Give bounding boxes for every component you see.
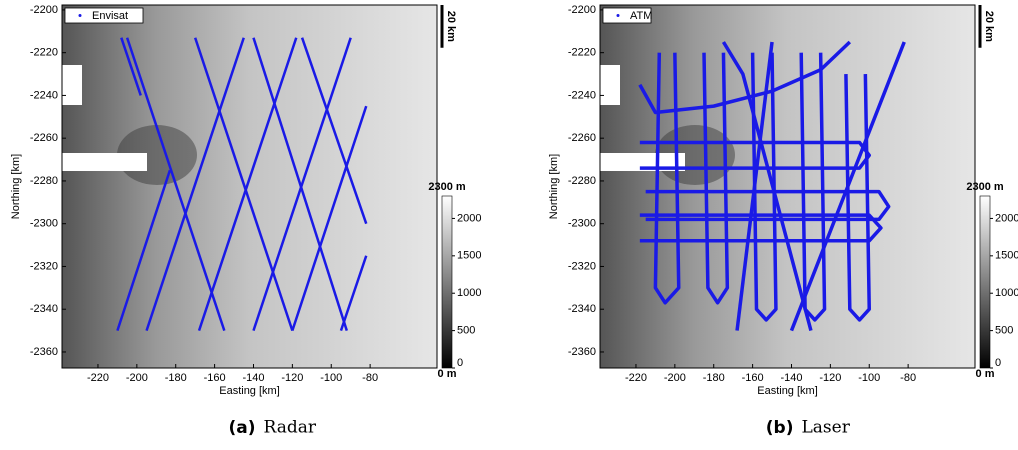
legend-marker	[617, 14, 620, 17]
x-tick-label: -180	[165, 372, 187, 384]
caption-tag: (b)	[766, 418, 794, 438]
x-tick-label: -140	[242, 372, 264, 384]
x-tick-label: -140	[780, 372, 802, 384]
y-tick-label: -2300	[30, 218, 58, 230]
scale-bar-label: 20 km	[983, 11, 995, 42]
caption: Radar	[264, 418, 317, 438]
colorbar-tick-label: 500	[457, 325, 475, 337]
y-axis-label: Northing [km]	[548, 154, 560, 219]
x-tick-label: -160	[204, 372, 226, 384]
colorbar-tick-label: 2000	[457, 212, 481, 224]
legend-marker	[79, 14, 82, 17]
legend-label: ATM	[630, 10, 652, 22]
y-tick-label: -2340	[568, 303, 596, 315]
y-tick-label: -2280	[568, 175, 596, 187]
colorbar-end-label: 0 m	[976, 368, 995, 380]
x-tick-label: -200	[664, 372, 686, 384]
y-tick-label: -2240	[568, 89, 596, 101]
y-tick-label: -2220	[568, 47, 596, 59]
colorbar	[980, 196, 990, 368]
y-tick-label: -2300	[568, 218, 596, 230]
colorbar-end-label: 2300 m	[428, 181, 466, 193]
colorbar-tick-label: 0	[995, 357, 1001, 369]
y-tick-label: -2360	[30, 346, 58, 358]
x-tick-label: -120	[819, 372, 841, 384]
y-tick-label: -2340	[30, 303, 58, 315]
y-tick-label: -2280	[30, 175, 58, 187]
x-tick-label: -100	[320, 372, 342, 384]
x-tick-label: -80	[900, 372, 916, 384]
y-axis-label: Northing [km]	[10, 154, 22, 219]
colorbar-tick-label: 1500	[457, 250, 481, 262]
y-tick-label: -2260	[568, 132, 596, 144]
x-tick-label: -160	[742, 372, 764, 384]
x-tick-label: -180	[703, 372, 725, 384]
colorbar-end-label: 0 m	[438, 368, 457, 380]
colorbar-tick-label: 1500	[995, 250, 1018, 262]
y-tick-label: -2200	[30, 4, 58, 16]
y-tick-label: -2320	[30, 260, 58, 272]
y-tick-label: -2220	[30, 47, 58, 59]
x-tick-label: -220	[87, 372, 109, 384]
caption: Laser	[802, 418, 851, 438]
terrain	[62, 5, 437, 368]
figure: -220-200-180-160-140-120-100-80-2200-222…	[0, 0, 1018, 445]
mask	[62, 65, 82, 105]
colorbar-end-label: 2300 m	[966, 181, 1004, 193]
colorbar-tick-label: 1000	[995, 287, 1018, 299]
colorbar-tick-label: 2000	[995, 212, 1018, 224]
caption-tag: (a)	[228, 418, 255, 438]
x-tick-label: -200	[126, 372, 148, 384]
x-tick-label: -100	[858, 372, 880, 384]
y-tick-label: -2320	[568, 260, 596, 272]
x-tick-label: -120	[281, 372, 303, 384]
colorbar	[442, 196, 452, 368]
mask	[62, 153, 147, 171]
x-tick-label: -220	[625, 372, 647, 384]
x-axis-label: Easting [km]	[219, 385, 280, 397]
colorbar-tick-label: 500	[995, 325, 1013, 337]
colorbar-tick-label: 1000	[457, 287, 481, 299]
y-tick-label: -2260	[30, 132, 58, 144]
y-tick-label: -2240	[30, 89, 58, 101]
x-tick-label: -80	[362, 372, 378, 384]
y-tick-label: -2200	[568, 4, 596, 16]
x-axis-label: Easting [km]	[757, 385, 818, 397]
mask	[600, 65, 620, 105]
legend-label: Envisat	[92, 10, 128, 22]
y-tick-label: -2360	[568, 346, 596, 358]
scale-bar-label: 20 km	[445, 11, 457, 42]
colorbar-tick-label: 0	[457, 357, 463, 369]
